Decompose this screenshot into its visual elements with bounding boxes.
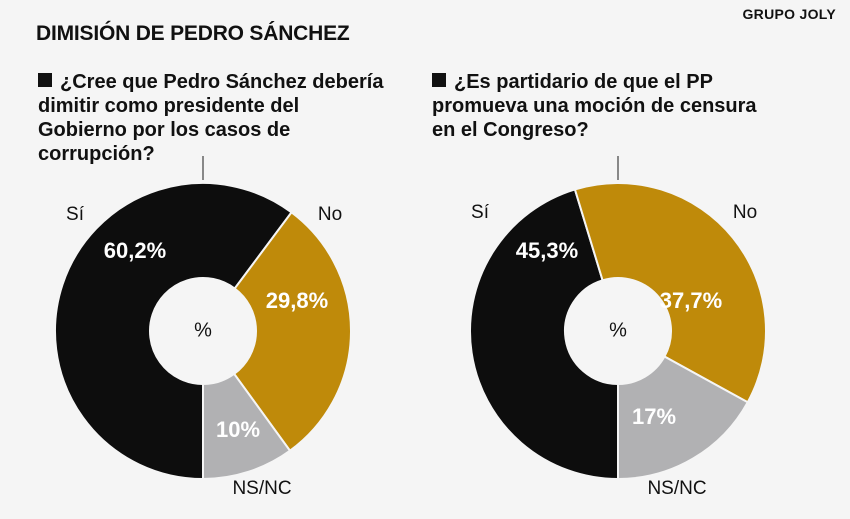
- data-label-no: 29,8%: [266, 288, 328, 313]
- slice-s: [54, 182, 293, 481]
- chart-2-question: ¿Es partidario de que el PP promueva una…: [432, 70, 772, 142]
- category-label-ns-nc: NS/NC: [647, 478, 706, 499]
- center-percent-label: %: [609, 319, 627, 341]
- data-label-ns-nc: 10%: [216, 417, 260, 442]
- source-label: GRUPO JOLY: [742, 6, 836, 22]
- center-percent-label: %: [194, 319, 212, 341]
- chart-1-question-text: ¿Cree que Pedro Sánchez debería dimitir …: [38, 71, 384, 165]
- category-label-no: No: [733, 202, 757, 223]
- data-label-no: 37,7%: [660, 288, 722, 313]
- chart-1-question: ¿Cree que Pedro Sánchez debería dimitir …: [38, 70, 388, 166]
- donut-chart-1: % 60,2% Sí 29,8% No 10% NS/NC: [54, 156, 352, 499]
- category-label-no: No: [318, 204, 342, 225]
- data-label-ns-nc: 17%: [632, 404, 676, 429]
- category-label-ns-nc: NS/NC: [232, 478, 291, 499]
- data-label-s: 60,2%: [104, 238, 166, 263]
- bullet-square-icon: [432, 73, 446, 87]
- chart-2-question-text: ¿Es partidario de que el PP promueva una…: [432, 71, 757, 141]
- donut-hole: [150, 278, 256, 384]
- data-label-s: 45,3%: [516, 238, 578, 263]
- bullet-square-icon: [38, 73, 52, 87]
- category-label-s: Sí: [471, 202, 490, 223]
- donut-hole: [565, 278, 671, 384]
- category-label-s: Sí: [66, 204, 85, 225]
- page-title: DIMISIÓN DE PEDRO SÁNCHEZ: [36, 22, 350, 45]
- donut-chart-2: % 45,3% Sí 37,7% No 17% NS/NC: [469, 156, 767, 499]
